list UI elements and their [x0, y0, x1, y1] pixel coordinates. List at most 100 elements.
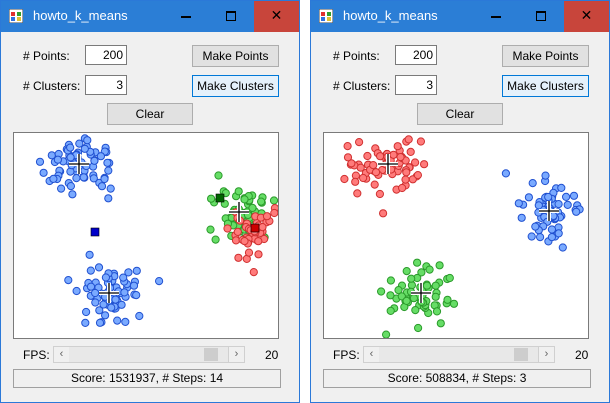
- clusters-input[interactable]: 3: [85, 75, 127, 95]
- data-point-green: [214, 171, 223, 180]
- scroll-left-arrow-icon[interactable]: ‹: [54, 347, 69, 362]
- data-point-blue: [89, 174, 98, 183]
- scroll-left-arrow-icon[interactable]: ‹: [364, 347, 379, 362]
- data-point-green: [207, 194, 216, 203]
- data-point-blue: [81, 318, 90, 327]
- clusters-label: # Clusters:: [23, 79, 81, 93]
- data-point-red: [254, 237, 263, 246]
- data-point-green: [386, 306, 395, 315]
- data-point-red: [258, 223, 267, 232]
- data-point-red: [244, 248, 254, 257]
- data-point-blue: [121, 317, 130, 326]
- data-point-blue: [104, 166, 113, 175]
- make-points-button[interactable]: Make Points: [502, 45, 589, 67]
- data-point-red: [404, 135, 413, 144]
- scroll-thumb[interactable]: [204, 348, 218, 361]
- maximize-button[interactable]: [519, 1, 564, 32]
- data-point-blue: [527, 232, 536, 241]
- title-bar[interactable]: howto_k_means ✕: [1, 1, 299, 32]
- cluster-plot: [35, 134, 278, 327]
- data-point-green: [431, 281, 440, 290]
- minimize-icon: [181, 16, 191, 18]
- clear-button[interactable]: Clear: [107, 103, 193, 125]
- data-point-blue: [85, 250, 94, 259]
- data-point-blue: [96, 152, 106, 161]
- data-point-blue: [53, 155, 63, 164]
- data-point-blue: [94, 263, 104, 272]
- title-bar[interactable]: howto_k_means ✕: [311, 1, 609, 32]
- data-point-green: [394, 286, 403, 295]
- centroid-crosshair-icon: [99, 283, 119, 303]
- data-point-blue: [531, 222, 540, 231]
- data-point-red: [233, 227, 242, 237]
- centroid-crosshair-icon: [378, 154, 398, 174]
- data-point-blue: [534, 201, 543, 210]
- data-point-blue: [72, 174, 81, 183]
- minimize-button[interactable]: [474, 1, 519, 32]
- data-point-red: [231, 236, 241, 245]
- data-point-green: [443, 295, 452, 304]
- minimize-icon: [491, 16, 501, 18]
- data-point-green: [411, 306, 420, 315]
- data-point-red: [411, 158, 420, 167]
- data-point-green: [211, 235, 220, 244]
- data-point-green: [435, 261, 444, 270]
- data-point-green: [248, 203, 257, 213]
- data-point-red: [371, 168, 381, 177]
- data-point-blue: [68, 190, 77, 199]
- fps-value: 20: [265, 348, 279, 362]
- data-point-blue: [124, 268, 133, 277]
- scroll-right-arrow-icon[interactable]: ›: [538, 347, 554, 362]
- data-point-blue: [514, 199, 523, 208]
- data-point-green: [240, 195, 249, 204]
- data-point-red: [353, 189, 362, 198]
- cluster-plot: [340, 135, 584, 338]
- data-point-green: [257, 197, 266, 206]
- make-clusters-button[interactable]: Make Clusters: [192, 75, 279, 97]
- clusters-input[interactable]: 3: [395, 75, 437, 95]
- data-point-green: [449, 299, 459, 308]
- data-point-blue: [79, 173, 88, 182]
- points-canvas[interactable]: [13, 132, 279, 339]
- cluster-marker-red: [250, 223, 260, 233]
- data-point-red: [413, 171, 423, 180]
- data-point-blue: [547, 233, 556, 242]
- data-point-green: [417, 268, 426, 277]
- data-point-blue: [572, 207, 581, 216]
- points-input[interactable]: 200: [85, 45, 127, 65]
- minimize-button[interactable]: [164, 1, 209, 32]
- fps-scrollbar[interactable]: ‹ ›: [53, 346, 245, 363]
- data-point-blue: [66, 182, 76, 191]
- data-point-blue: [86, 266, 95, 275]
- window-title: howto_k_means: [33, 8, 128, 23]
- close-button[interactable]: ✕: [564, 1, 609, 32]
- data-point-blue: [72, 286, 81, 296]
- data-point-blue: [82, 307, 91, 317]
- fps-value: 20: [575, 348, 589, 362]
- scroll-right-arrow-icon[interactable]: ›: [228, 347, 244, 362]
- data-point-red: [389, 150, 398, 159]
- scroll-thumb[interactable]: [514, 348, 528, 361]
- data-point-blue: [101, 311, 110, 320]
- points-label: # Points:: [23, 49, 70, 63]
- clear-button[interactable]: Clear: [417, 103, 503, 125]
- maximize-button[interactable]: [209, 1, 254, 32]
- close-button[interactable]: ✕: [254, 1, 299, 32]
- data-point-blue: [558, 243, 567, 252]
- data-point-blue: [536, 233, 545, 242]
- make-points-button[interactable]: Make Points: [192, 45, 279, 67]
- data-point-green: [431, 292, 440, 301]
- data-point-blue: [554, 200, 563, 209]
- data-point-green: [414, 323, 423, 333]
- make-clusters-button[interactable]: Make Clusters: [502, 75, 589, 97]
- data-point-blue: [119, 273, 128, 282]
- data-point-blue: [49, 174, 58, 184]
- data-point-blue: [111, 295, 120, 304]
- points-canvas[interactable]: [323, 132, 589, 339]
- data-point-red: [359, 173, 368, 183]
- fps-scrollbar[interactable]: ‹ ›: [363, 346, 555, 363]
- data-point-green: [402, 267, 411, 276]
- data-point-red: [240, 237, 249, 246]
- data-point-blue: [35, 157, 45, 166]
- points-input[interactable]: 200: [395, 45, 437, 65]
